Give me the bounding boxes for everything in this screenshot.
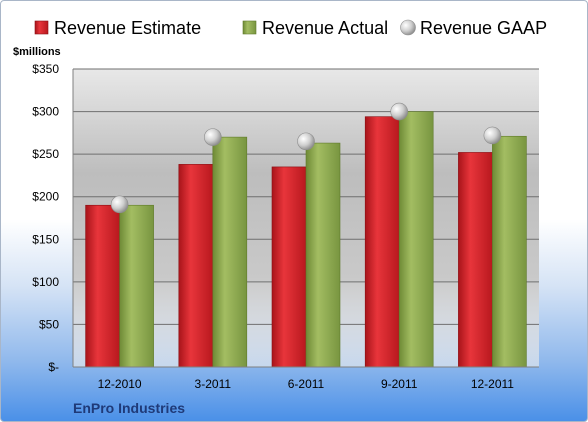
y-tick-label: $200 bbox=[32, 190, 59, 204]
x-tick-label: 9-2011 bbox=[381, 377, 418, 391]
legend: Revenue Estimate Revenue Actual Revenue GA… bbox=[34, 18, 547, 38]
y-tick-label: $250 bbox=[32, 147, 59, 161]
bar-actual-12-2011 bbox=[492, 135, 527, 368]
x-axis: 12-2010 3-2011 6-2011 9-2011 12-2011 bbox=[73, 366, 539, 391]
legend-label-1: Revenue Actual bbox=[262, 18, 388, 38]
x-tick-label: 6-2011 bbox=[288, 377, 325, 391]
bar-actual-6-2011 bbox=[305, 142, 341, 368]
legend-label-0: Revenue Estimate bbox=[54, 18, 201, 38]
x-tick-label: 12-2010 bbox=[98, 377, 142, 391]
y-tick-label: $100 bbox=[32, 275, 59, 289]
y-tick-label: $300 bbox=[32, 105, 59, 119]
marker-gaap-3-2011 bbox=[204, 128, 222, 146]
x-tick-label: 12-2011 bbox=[471, 377, 514, 391]
marker-gaap-9-2011 bbox=[390, 102, 409, 121]
y-axis: $- $50 $100 $150 $200 $250 $300 $350 bbox=[32, 62, 74, 374]
unit-label: $millions bbox=[13, 46, 61, 58]
marker-gaap-6-2011 bbox=[297, 132, 315, 151]
bar-estimate-12-2011 bbox=[458, 152, 493, 368]
legend-swatch-1 bbox=[242, 20, 257, 35]
bar-estimate-3-2011 bbox=[178, 164, 214, 368]
bar-estimate-6-2011 bbox=[271, 166, 307, 368]
legend-swatch-2 bbox=[400, 19, 416, 36]
gaap-markers bbox=[110, 102, 502, 214]
y-tick-label: $150 bbox=[32, 232, 59, 246]
legend-label-2: Revenue GAAP bbox=[420, 18, 547, 38]
bar-estimate-12-2010 bbox=[85, 204, 120, 368]
bar-actual-12-2010 bbox=[119, 204, 154, 368]
bar-estimate-9-2011 bbox=[364, 116, 400, 368]
x-tick-label: 3-2011 bbox=[195, 377, 232, 391]
y-tick-label: $350 bbox=[32, 62, 59, 76]
bars bbox=[85, 111, 527, 368]
marker-gaap-12-2011 bbox=[483, 126, 502, 145]
legend-swatch-0 bbox=[34, 20, 49, 35]
bar-actual-3-2011 bbox=[212, 136, 248, 368]
company-name: EnPro Industries bbox=[73, 400, 185, 416]
bar-actual-9-2011 bbox=[398, 111, 434, 368]
y-tick-label: $50 bbox=[39, 317, 59, 331]
marker-gaap-12-2010 bbox=[110, 195, 129, 214]
y-tick-label: $- bbox=[48, 360, 59, 374]
